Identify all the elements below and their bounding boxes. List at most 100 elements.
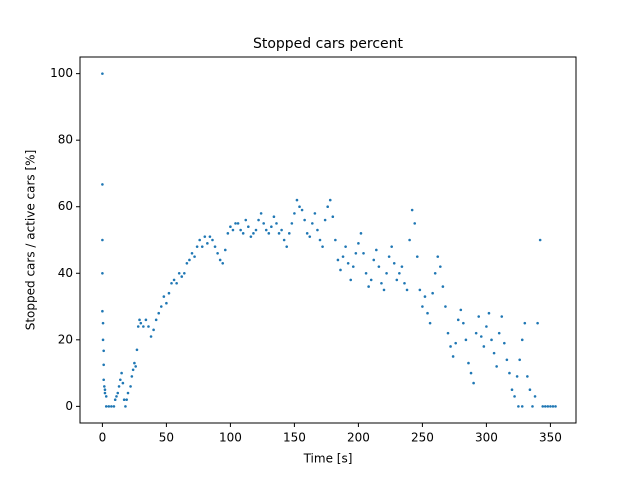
point: [367, 285, 370, 288]
point: [290, 222, 294, 225]
point: [398, 271, 401, 275]
point: [362, 252, 365, 255]
point: [172, 278, 176, 282]
point: [200, 245, 204, 248]
point: [528, 388, 532, 392]
point: [526, 375, 529, 378]
point: [239, 228, 242, 232]
point: [497, 331, 501, 335]
point: [467, 361, 470, 365]
point: [285, 245, 289, 248]
point: [308, 235, 312, 238]
point: [165, 301, 168, 305]
point: [185, 261, 189, 265]
point: [142, 325, 145, 328]
point: [287, 232, 291, 235]
point: [336, 258, 340, 262]
point: [138, 318, 141, 322]
point: [487, 311, 491, 315]
point: [369, 278, 373, 282]
point: [157, 311, 161, 315]
point: [469, 371, 473, 375]
point: [162, 295, 166, 298]
point: [275, 222, 278, 225]
point: [139, 321, 143, 325]
point: [167, 291, 171, 295]
point: [193, 255, 196, 258]
point: [403, 281, 406, 285]
point: [300, 208, 304, 212]
point: [103, 391, 107, 395]
point: [102, 349, 105, 353]
point: [136, 325, 140, 328]
point: [518, 358, 521, 362]
point: [520, 338, 524, 342]
point: [188, 258, 191, 262]
point: [236, 222, 240, 225]
point: [500, 315, 504, 318]
point: [298, 205, 301, 209]
point: [102, 363, 105, 367]
point: [551, 405, 555, 408]
point: [479, 335, 483, 338]
point: [125, 398, 129, 402]
point: [554, 405, 557, 408]
point: [533, 395, 537, 398]
point: [318, 238, 322, 242]
x-tick-label: 100: [219, 431, 242, 445]
point: [115, 395, 118, 398]
point: [349, 278, 353, 282]
point: [122, 398, 126, 402]
point: [441, 285, 445, 288]
point: [211, 238, 214, 242]
point: [426, 311, 429, 315]
point: [241, 232, 245, 235]
point: [257, 218, 260, 222]
point: [154, 318, 158, 322]
point: [195, 245, 199, 248]
point: [513, 395, 516, 398]
point: [464, 338, 468, 342]
point: [101, 72, 104, 75]
point: [152, 328, 155, 332]
y-tick-label: 40: [58, 266, 73, 280]
point: [247, 225, 250, 228]
point: [107, 405, 111, 408]
point: [135, 348, 139, 352]
point: [546, 405, 550, 408]
point: [175, 281, 178, 285]
point: [439, 265, 442, 268]
point: [436, 255, 440, 258]
point: [387, 255, 391, 258]
point: [101, 238, 104, 242]
point: [131, 368, 135, 372]
point: [313, 212, 317, 215]
point: [270, 225, 273, 228]
point: [449, 345, 452, 348]
point: [490, 338, 493, 342]
x-tick-label: 250: [411, 431, 434, 445]
point: [144, 318, 148, 322]
point: [149, 335, 153, 338]
point: [482, 345, 486, 348]
point: [104, 395, 108, 398]
point: [364, 271, 368, 275]
point: [180, 275, 184, 278]
point: [254, 228, 258, 232]
point: [101, 338, 105, 342]
point: [510, 388, 514, 392]
point: [216, 252, 219, 255]
point: [346, 261, 350, 265]
point: [405, 288, 409, 292]
point: [503, 341, 506, 345]
point: [129, 385, 132, 388]
point: [277, 232, 281, 235]
point: [446, 331, 450, 335]
point: [110, 405, 113, 408]
point: [303, 218, 306, 222]
point: [147, 325, 150, 328]
point: [323, 218, 327, 222]
x-tick-label: 50: [159, 431, 174, 445]
